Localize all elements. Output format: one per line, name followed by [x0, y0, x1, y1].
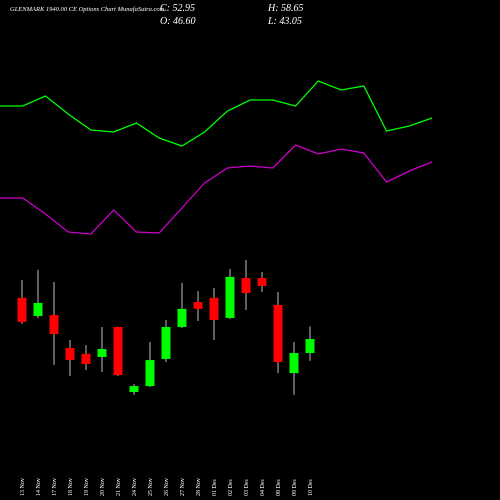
- x-tick-label: 20 Nov: [100, 478, 106, 496]
- x-tick-label: 19 Nov: [84, 478, 90, 496]
- x-tick-label: 10 Dec: [308, 479, 314, 496]
- x-tick-label: 04 Dec: [260, 479, 266, 496]
- candle-body: [225, 276, 235, 318]
- high-label: H: 58.65: [267, 3, 304, 14]
- indicator-line: [0, 144, 433, 235]
- x-tick-label: 03 Dec: [244, 479, 250, 496]
- open-label: O: 46.60: [160, 16, 196, 27]
- candle-body: [113, 326, 123, 376]
- candle-body: [161, 326, 171, 359]
- x-tick-label: 08 Dec: [276, 479, 282, 496]
- x-tick-label: 09 Dec: [292, 479, 298, 496]
- candle-body: [257, 278, 267, 286]
- candle-body: [209, 297, 219, 320]
- x-tick-label: 24 Nov: [132, 478, 138, 496]
- indicator-line: [0, 80, 433, 147]
- x-tick-label: 14 Nov: [36, 478, 42, 496]
- candle-body: [97, 349, 107, 357]
- candle-body: [305, 339, 315, 354]
- x-tick-label: 26 Nov: [164, 478, 170, 496]
- candle-body: [81, 353, 91, 365]
- x-tick-label: 21 Nov: [116, 478, 122, 496]
- close-label: C: 52.95: [160, 3, 195, 14]
- candle-body: [273, 304, 283, 363]
- candle-body: [129, 386, 139, 393]
- x-tick-label: 13 Nov: [20, 478, 26, 496]
- candle-body: [65, 347, 75, 361]
- candle-body: [241, 278, 251, 294]
- candle-body: [177, 308, 187, 327]
- candle-body: [33, 302, 43, 316]
- x-tick-label: 25 Nov: [148, 478, 154, 496]
- chart-title: GLENMARK 1940.00 CE Options Chart Munafa…: [10, 6, 165, 13]
- candle-body: [289, 353, 299, 374]
- candle-body: [17, 297, 27, 322]
- x-tick-label: 27 Nov: [180, 478, 186, 496]
- x-tick-label: 28 Nov: [196, 478, 202, 496]
- candle-body: [145, 360, 155, 387]
- x-tick-label: 01 Dec: [212, 479, 218, 496]
- candle-body: [49, 315, 59, 335]
- low-label: L: 43.05: [267, 16, 302, 27]
- x-tick-label: 18 Nov: [68, 478, 74, 496]
- x-tick-label: 17 Nov: [52, 478, 58, 496]
- x-tick-label: 02 Dec: [228, 479, 234, 496]
- candle-body: [193, 302, 203, 309]
